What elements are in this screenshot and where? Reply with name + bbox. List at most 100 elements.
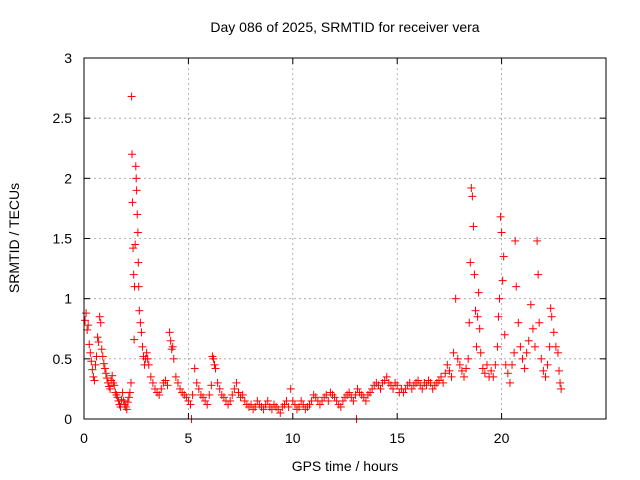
data-point: [393, 381, 402, 390]
data-point: [407, 384, 416, 393]
data-point: [128, 150, 137, 159]
data-point: [555, 366, 564, 375]
data-point: [90, 376, 99, 385]
data-point: [553, 348, 562, 357]
data-point: [437, 372, 446, 381]
data-series: [81, 92, 566, 423]
data-point: [135, 306, 144, 315]
data-point: [234, 388, 243, 397]
data-point: [366, 388, 375, 397]
data-point: [336, 402, 345, 411]
data-point: [528, 324, 537, 333]
data-point: [449, 348, 458, 357]
data-point: [124, 393, 133, 402]
data-point: [382, 372, 391, 381]
data-point: [465, 318, 474, 327]
data-point: [495, 294, 504, 303]
y-tick-label: 0.5: [53, 351, 73, 367]
data-point: [288, 396, 297, 405]
data-point: [93, 333, 102, 342]
data-point: [422, 381, 431, 390]
data-point: [520, 364, 529, 373]
data-point: [182, 393, 191, 402]
data-point: [163, 381, 172, 390]
data-point: [541, 372, 550, 381]
data-point: [556, 378, 565, 387]
data-point: [494, 312, 503, 321]
data-point: [500, 330, 509, 339]
data-point: [471, 306, 480, 315]
data-point: [345, 388, 354, 397]
data-point: [330, 393, 339, 402]
y-tick-label: 1.5: [53, 231, 73, 247]
data-point: [113, 393, 122, 402]
data-point: [203, 400, 212, 409]
data-point: [136, 318, 145, 327]
data-point: [81, 316, 90, 325]
data-point: [226, 396, 235, 405]
data-point: [482, 360, 491, 369]
data-point: [487, 366, 496, 375]
data-point: [117, 395, 126, 404]
chart-title: Day 086 of 2025, SRMTID for receiver ver…: [210, 19, 479, 35]
data-point: [213, 378, 222, 387]
data-point: [133, 228, 142, 237]
x-tick-label: 5: [185, 430, 193, 446]
data-point: [455, 360, 464, 369]
y-tick-label: 3: [64, 50, 72, 66]
data-point: [359, 393, 368, 402]
data-point: [101, 369, 110, 378]
data-point: [353, 384, 362, 393]
y-tick-labels: 0 0.5 1 1.5 2 2.5 3: [53, 50, 73, 427]
data-point: [311, 393, 320, 402]
data-point: [439, 378, 448, 387]
data-point: [142, 348, 151, 357]
data-point: [184, 396, 193, 405]
data-point: [510, 348, 519, 357]
data-point: [134, 282, 143, 291]
data-point: [368, 384, 377, 393]
data-point: [469, 222, 478, 231]
data-point: [474, 288, 483, 297]
y-tick-label: 2: [64, 170, 72, 186]
data-point: [451, 294, 460, 303]
data-point: [434, 376, 443, 385]
data-point: [126, 378, 135, 387]
data-point: [128, 198, 137, 207]
data-point: [305, 400, 314, 409]
y-tick-label: 0: [64, 411, 72, 427]
y-axis-label: SRMTID / TECUs: [6, 183, 22, 293]
data-point: [428, 384, 437, 393]
data-point: [84, 321, 93, 330]
data-point: [276, 408, 285, 417]
data-point: [466, 258, 475, 267]
data-point: [169, 354, 178, 363]
x-axis-label: GPS time / hours: [292, 458, 399, 474]
data-point: [118, 388, 127, 397]
data-point: [414, 376, 423, 385]
data-point: [473, 312, 482, 321]
data-point: [537, 354, 546, 363]
data-point: [157, 384, 166, 393]
data-point: [441, 369, 450, 378]
data-point: [508, 360, 517, 369]
data-point: [238, 390, 247, 399]
data-point: [95, 312, 104, 321]
data-point: [129, 270, 138, 279]
data-point: [134, 258, 143, 267]
data-point: [284, 402, 293, 411]
data-point: [190, 364, 199, 373]
data-point: [497, 228, 506, 237]
data-point: [464, 354, 473, 363]
data-point: [122, 405, 131, 414]
data-point: [194, 384, 203, 393]
data-point: [219, 393, 228, 402]
data-point: [173, 378, 182, 387]
data-point: [86, 348, 95, 357]
data-point: [470, 270, 479, 279]
data-point: [144, 360, 153, 369]
x-tick-label: 10: [285, 430, 301, 446]
data-point: [132, 174, 141, 183]
data-point: [496, 212, 505, 221]
data-point: [380, 376, 389, 385]
